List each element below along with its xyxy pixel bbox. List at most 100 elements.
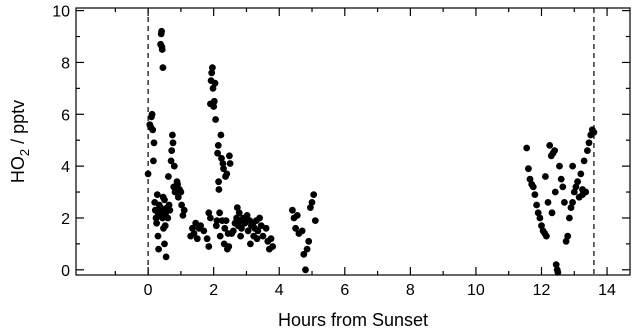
plot-frame [75,7,631,276]
data-point [577,170,585,178]
data-point [536,214,544,222]
data-point [222,217,230,225]
x-tick-label: 4 [275,282,284,299]
data-point [225,243,233,250]
data-point [158,46,166,53]
data-point [219,160,227,167]
data-point [215,186,223,193]
y-tick-label: 8 [61,55,70,72]
data-point [259,232,267,240]
x-tick-label: 14 [598,282,616,299]
data-point [237,232,245,240]
data-point [164,214,172,222]
x-tick-label: 8 [406,282,415,299]
data-point [308,199,316,206]
data-point [247,240,254,248]
data-point [218,154,225,162]
data-point [223,170,231,178]
data-point [293,212,301,219]
data-point [529,183,537,191]
y-axis-label-unit: / pptv [8,100,28,149]
data-point [559,183,567,191]
data-point [210,97,218,105]
data-point [205,209,213,217]
data-point [168,147,176,155]
data-point [574,178,581,186]
data-point [531,191,539,199]
data-point [213,217,221,225]
data-point [542,173,549,180]
data-point [190,230,198,237]
data-point [193,235,201,243]
data-point [216,232,224,240]
data-point [233,204,241,212]
y-axis-label-subscript: 2 [17,149,32,156]
data-point [289,206,296,214]
data-point [226,160,234,167]
x-tick-label: 6 [340,282,349,299]
data-point [215,178,223,186]
data-point [212,116,220,123]
data-point [303,245,311,253]
data-point [311,217,319,225]
reference-lines [147,8,595,275]
data-point [566,214,573,222]
y-tick-label: 10 [52,4,70,21]
data-point [207,214,214,222]
data-point [244,227,252,235]
data-point [166,206,174,214]
data-point [584,147,591,155]
data-point [203,235,211,243]
data-point [579,191,586,199]
data-point [174,180,182,188]
data-point [161,222,169,230]
data-point [210,103,218,110]
y-tick-label: 6 [61,107,70,124]
data-point [307,204,314,212]
data-point [235,209,243,217]
data-point [211,79,219,87]
x-tick-label: 10 [467,282,485,299]
data-point [548,209,556,217]
data-point [220,165,227,173]
data-point [534,209,542,217]
y-tick-label: 0 [61,263,70,280]
data-point [523,144,531,152]
data-point [165,201,173,209]
data-point [155,245,163,253]
x-axis-label: Hours from Sunset [278,310,428,330]
data-point [153,191,161,199]
data-point [159,64,167,71]
data-point [256,214,263,222]
data-point [162,253,170,261]
data-point [214,149,222,157]
data-point [177,188,185,196]
data-point [552,261,560,268]
data-point [150,157,157,165]
data-point [153,219,161,227]
data-point [216,209,224,217]
data-point [200,227,208,235]
x-tick-label: 0 [144,282,153,299]
x-tick-label: 12 [533,282,551,299]
data-point [267,235,275,243]
data-point [209,64,216,71]
data-point [179,212,187,219]
data-point [165,173,172,180]
data-point [197,222,205,230]
data-point [159,214,166,222]
data-point [580,157,588,165]
data-point [556,162,563,170]
data-point [538,222,545,230]
data-point [526,175,534,183]
data-point [170,162,178,170]
data-point [557,175,565,183]
data-point [221,224,229,232]
data-point [300,250,308,258]
y-axis-label: HO2 / pptv [8,100,32,183]
data-point [169,131,176,139]
data-points [144,27,598,276]
data-point [585,139,593,147]
